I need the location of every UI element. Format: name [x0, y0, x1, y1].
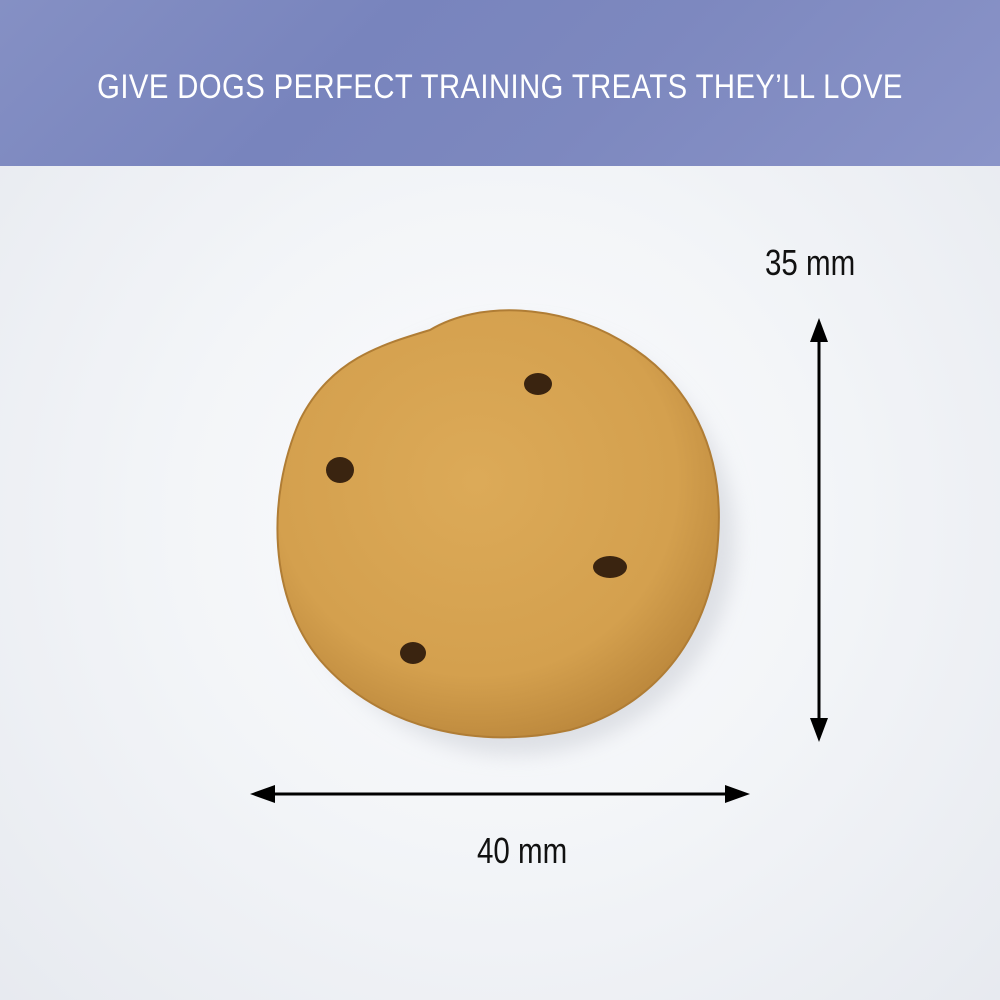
width-arrow [250, 785, 750, 803]
height-label: 35 mm [765, 242, 856, 283]
width-label: 40 mm [477, 830, 568, 871]
height-arrow [810, 318, 828, 742]
header-banner: GIVE DOGS PERFECT TRAINING TREATS THEY’L… [0, 0, 1000, 166]
biscuit-treat [276, 309, 720, 739]
banner-title: GIVE DOGS PERFECT TRAINING TREATS THEY’L… [97, 68, 903, 106]
biscuit-holes [326, 373, 627, 664]
